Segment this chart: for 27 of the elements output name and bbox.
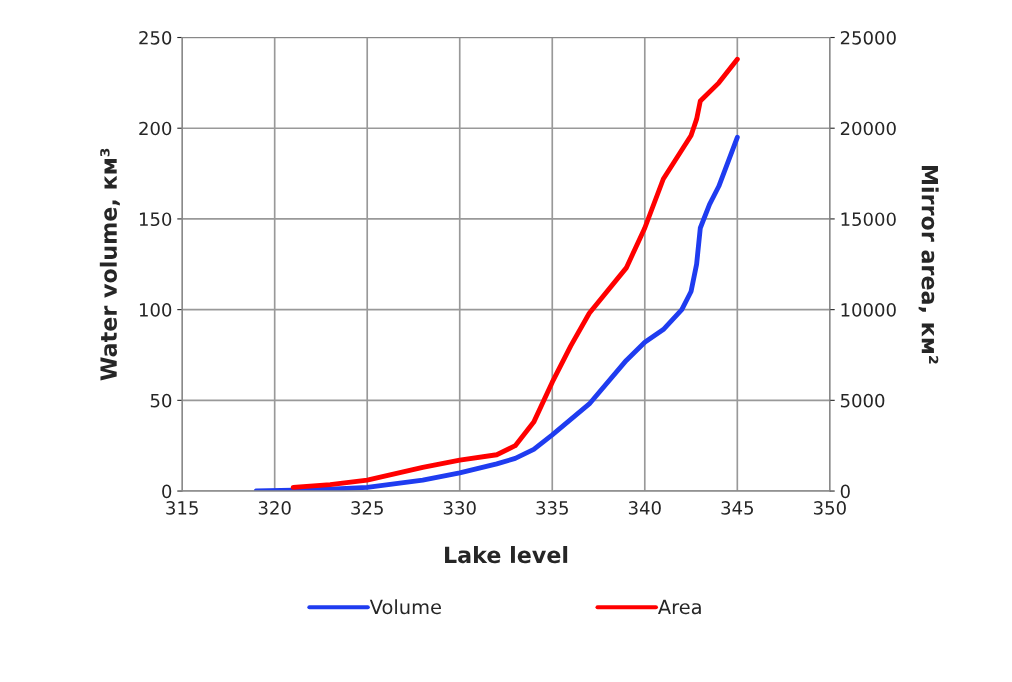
y2-tick-label: 0 [840,484,850,499]
x-tick-label: 345 [721,501,753,515]
line-series [253,134,740,492]
y-tick-label: 250 [139,30,172,45]
x-tick-label: 350 [813,501,846,515]
x-tick-label: 325 [351,501,383,515]
y2-tick-label: 10000 [841,303,896,317]
x-tick-label: 315 [166,501,198,515]
x-tick-label: 330 [443,501,476,515]
y2-tick-label: 5000 [840,393,885,408]
y-tick-label: 200 [139,121,172,136]
y-tick-label: 50 [150,393,172,408]
y-tick-label: 150 [139,212,172,227]
y2-tick-label: 25000 [840,30,896,45]
y-axis-title: Water volume, км³ [99,148,120,381]
y-tick-label: 0 [162,484,172,499]
x-tick-label: 320 [258,501,291,515]
line-series [290,56,740,490]
y2-axis-title: Mirror area, км² [918,165,939,364]
y2-tick-label: 20000 [840,121,896,136]
legend-label: Volume [369,599,441,615]
x-tick-label: 340 [628,501,661,515]
x-tick-label: 335 [536,501,568,515]
legend-label: Area [658,599,701,615]
x-axis-title: Lake level [445,546,568,564]
y2-tick-label: 15000 [841,212,896,227]
y-tick-label: 100 [139,303,172,317]
